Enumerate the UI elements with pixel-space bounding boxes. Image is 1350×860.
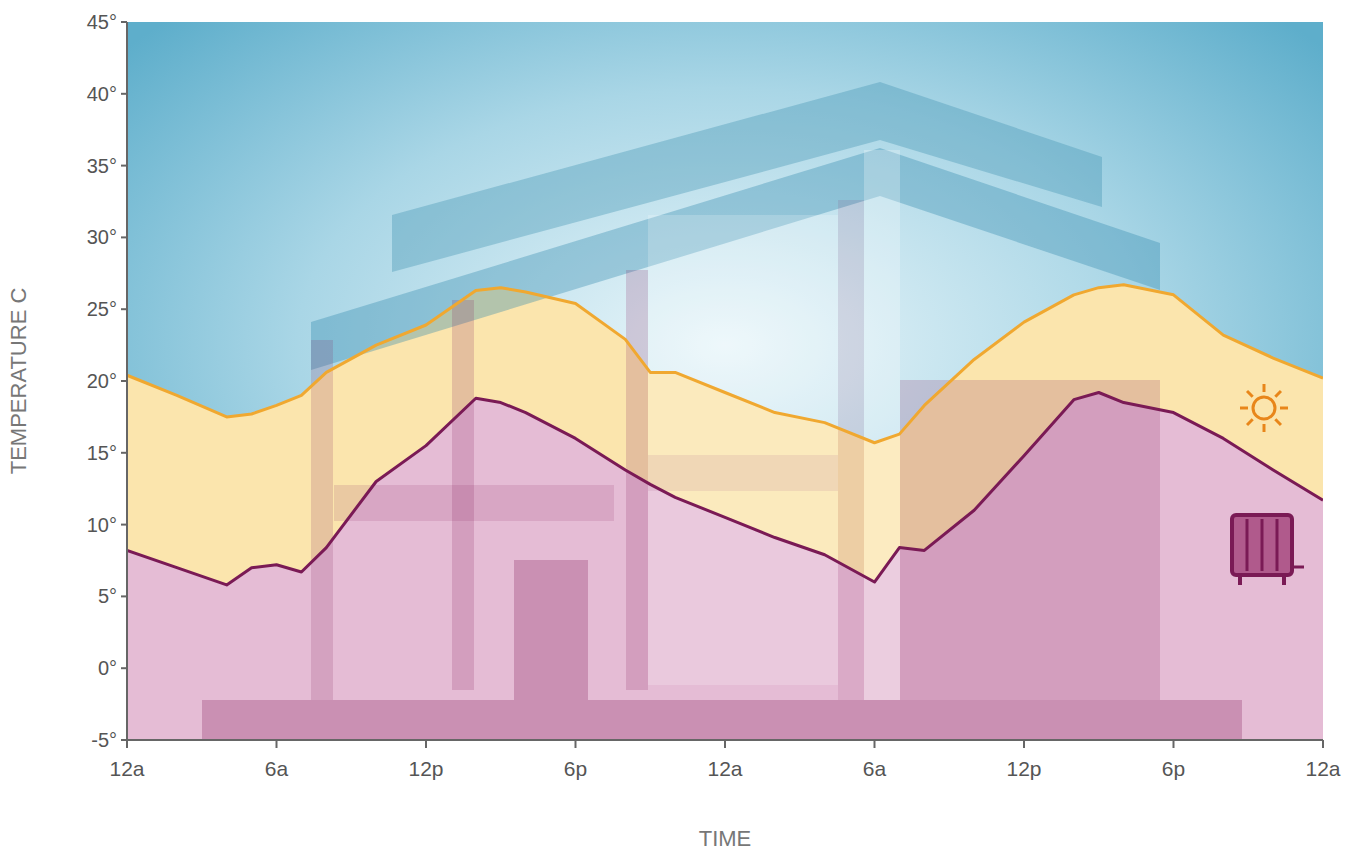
y-tick — [121, 236, 127, 238]
sun-icon — [1240, 384, 1288, 432]
house-shape — [311, 340, 333, 700]
y-tick-label: 15° — [87, 442, 117, 464]
y-tick-label: 35° — [87, 155, 117, 177]
house-shape — [864, 150, 900, 700]
x-tick-label: 12a — [1305, 757, 1340, 780]
y-tick-label: 30° — [87, 226, 117, 248]
x-tick-label: 12a — [109, 757, 144, 780]
heater-fin — [1276, 519, 1279, 571]
x-tick — [874, 740, 876, 748]
plot-area — [127, 82, 1323, 740]
y-tick-label: 45° — [87, 11, 117, 33]
y-tick — [121, 595, 127, 597]
x-tick — [276, 740, 278, 748]
x-tick-label: 6a — [265, 757, 289, 780]
plot-background — [127, 22, 1323, 740]
y-tick-label: 5° — [98, 585, 117, 607]
chart: -5° 0° 5° 10° 15° 20° 25° 30° 35° 40° 45° 12a 6a 12p 6… — [0, 0, 1350, 860]
y-tick — [121, 93, 127, 95]
sun-ray — [1247, 419, 1253, 425]
y-tick — [121, 667, 127, 669]
series-line — [127, 392, 1323, 584]
y-tick-label: 25° — [87, 298, 117, 320]
y-tick-label: -5° — [91, 729, 117, 751]
x-tick-label: 6p — [564, 757, 587, 780]
x-tick-label: 12p — [408, 757, 443, 780]
x-tick — [425, 740, 427, 748]
sun-ray — [1263, 424, 1266, 432]
heater-icon — [1232, 515, 1304, 585]
x-tick — [724, 740, 726, 748]
y-tick-label: 40° — [87, 83, 117, 105]
series-line — [127, 285, 1323, 443]
x-tick-label: 12a — [707, 757, 742, 780]
y-tick — [121, 308, 127, 310]
x-tick-label: 12p — [1006, 757, 1041, 780]
sun-disc — [1253, 397, 1275, 419]
x-tick — [126, 740, 128, 748]
x-tick-label: 6a — [863, 757, 887, 780]
sun-ray — [1275, 391, 1281, 397]
y-tick-label: 10° — [87, 514, 117, 536]
heater-leg — [1282, 575, 1286, 585]
house-shape — [838, 200, 864, 700]
sun-ray — [1263, 384, 1266, 392]
house-shape — [334, 485, 614, 521]
x-axis-title: TIME — [699, 826, 752, 851]
x-tick — [1322, 740, 1324, 748]
y-tick-label: 0° — [98, 657, 117, 679]
house-shape — [202, 700, 1242, 740]
y-tick — [121, 380, 127, 382]
y-tick — [121, 524, 127, 526]
heater-body — [1232, 515, 1292, 575]
sun-ray — [1275, 419, 1281, 425]
x-tick-label: 6p — [1162, 757, 1185, 780]
x-tick — [1173, 740, 1175, 748]
y-tick — [121, 21, 127, 23]
sun-ray — [1247, 391, 1253, 397]
sun-ray — [1280, 407, 1288, 410]
heater-pipe — [1292, 566, 1304, 569]
house-shape — [648, 215, 838, 685]
y-tick — [121, 452, 127, 454]
y-tick — [121, 165, 127, 167]
x-tick — [575, 740, 577, 748]
y-axis-title: TEMPERATURE C — [6, 288, 31, 475]
heater-leg — [1238, 575, 1242, 585]
house-shape — [514, 560, 588, 700]
y-tick-label: 20° — [87, 370, 117, 392]
heater-fin — [1246, 519, 1249, 571]
house-illustration — [202, 82, 1242, 740]
heater-fin — [1261, 519, 1264, 571]
x-tick — [1023, 740, 1025, 748]
sun-ray — [1240, 407, 1248, 410]
